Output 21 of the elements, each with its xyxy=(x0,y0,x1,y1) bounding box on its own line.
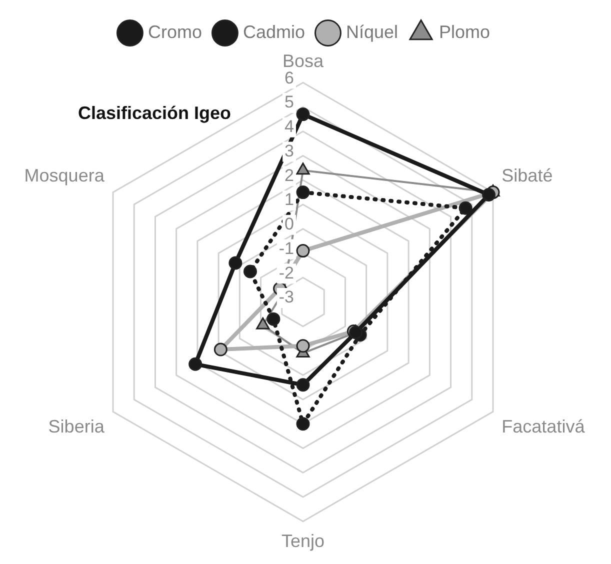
spoke-label: Siberia xyxy=(48,416,106,436)
y-tick-label: 1 xyxy=(284,190,294,210)
legend-label: Cromo xyxy=(148,22,202,42)
spoke-label: Sibaté xyxy=(502,165,553,186)
y-tick-label: 0 xyxy=(284,214,294,234)
legend-label: Plomo xyxy=(439,22,490,42)
spoke-label: Tenjo xyxy=(281,531,325,552)
spoke-label: Mosquera xyxy=(24,165,106,186)
legend-label: Cadmio xyxy=(242,22,305,42)
spoke-label: Bosa xyxy=(282,50,324,71)
y-tick-label: -1 xyxy=(278,238,294,258)
text: Clasificación Igeo xyxy=(78,102,232,123)
y-tick-label: 3 xyxy=(284,141,294,160)
y-tick-label: -3 xyxy=(278,288,294,307)
y-tick-label: 2 xyxy=(284,166,294,185)
y-tick-label: 6 xyxy=(284,68,294,88)
y-tick-label: -2 xyxy=(278,263,294,282)
legend-label: Níquel xyxy=(346,22,398,42)
y-tick-label: 5 xyxy=(284,92,294,112)
spoke-label: Facatativá xyxy=(502,416,586,436)
y-tick-label: 4 xyxy=(284,117,294,136)
